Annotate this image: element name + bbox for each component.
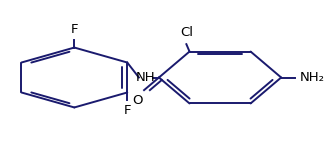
Text: NH₂: NH₂ <box>300 71 325 84</box>
Text: F: F <box>71 23 78 36</box>
Text: Cl: Cl <box>180 26 193 39</box>
Text: O: O <box>133 94 143 107</box>
Text: F: F <box>124 104 131 117</box>
Text: NH: NH <box>136 71 156 84</box>
